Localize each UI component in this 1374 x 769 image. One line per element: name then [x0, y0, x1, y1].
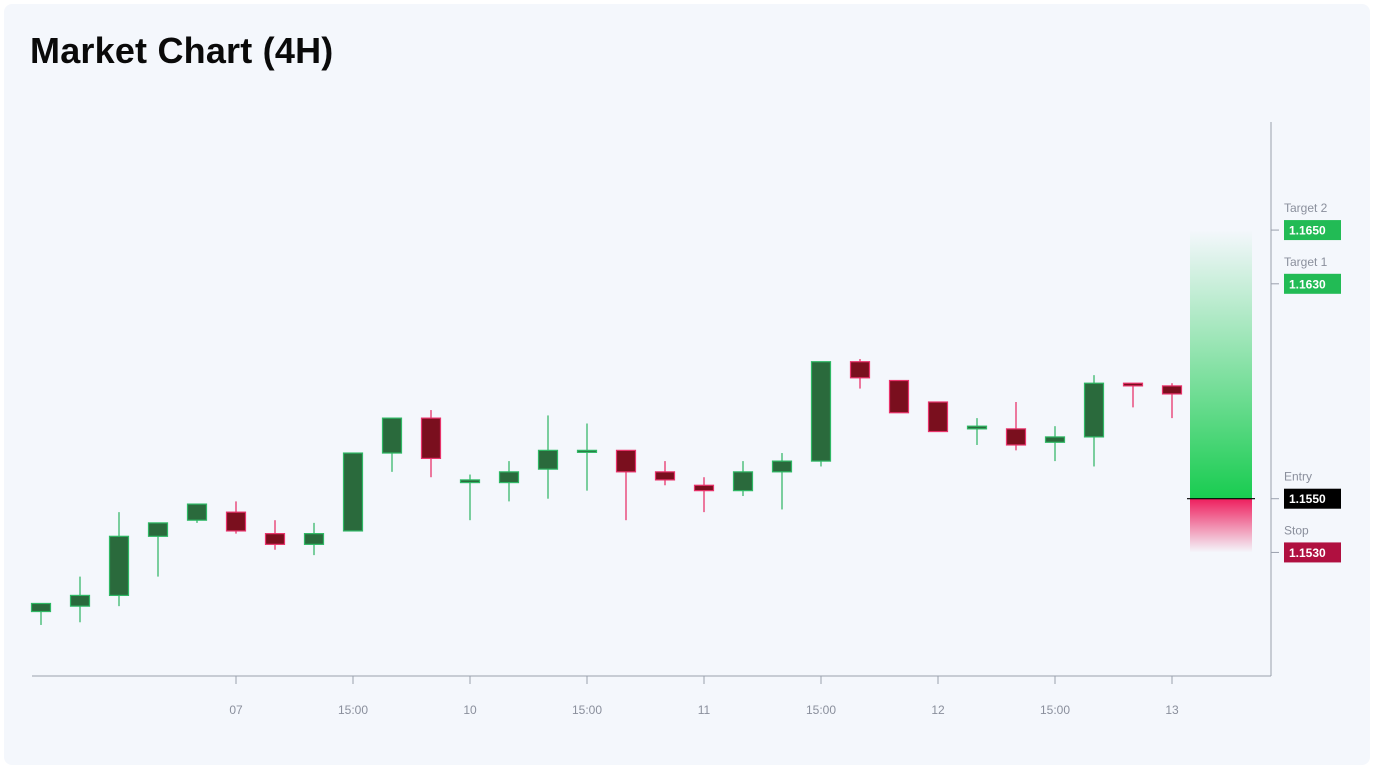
- level-value: 1.1630: [1289, 277, 1326, 291]
- candle: [1005, 402, 1027, 451]
- candle: [30, 602, 52, 625]
- candle-body: [186, 503, 208, 521]
- candle: [303, 522, 325, 556]
- candle: [888, 379, 910, 414]
- candle: [147, 522, 169, 577]
- candle: [342, 452, 364, 532]
- candle-body: [966, 425, 988, 430]
- x-tick-label: 11: [698, 703, 711, 717]
- level-entry: Entry 1.1550: [1271, 470, 1341, 509]
- candle: [186, 503, 208, 523]
- candle-body: [225, 511, 247, 532]
- level-value: 1.1530: [1289, 546, 1326, 560]
- level-target-1: Target 1 1.1630: [1271, 255, 1341, 294]
- candle: [849, 359, 871, 389]
- candle: [615, 449, 637, 521]
- level-name: Entry: [1284, 470, 1312, 484]
- level-badge: [1284, 273, 1341, 294]
- candle: [693, 477, 715, 513]
- candle: [1044, 426, 1066, 462]
- candle: [1122, 382, 1144, 408]
- candle-body: [693, 484, 715, 492]
- candle-body: [498, 471, 520, 484]
- candle-body: [1161, 385, 1183, 395]
- candle: [381, 417, 403, 472]
- candle-body: [771, 460, 793, 473]
- candle-body: [732, 471, 754, 492]
- candle-body: [576, 449, 598, 453]
- candle-body: [264, 533, 286, 545]
- x-tick-label: 15:00: [1040, 703, 1070, 717]
- candle: [264, 520, 286, 550]
- candle-body: [654, 471, 676, 481]
- candle: [420, 410, 442, 478]
- candle-body: [30, 602, 52, 613]
- candle: [498, 461, 520, 502]
- candle-body: [459, 479, 481, 484]
- candle: [966, 418, 988, 445]
- candle-body: [303, 533, 325, 545]
- candles: [30, 359, 1183, 625]
- level-target-2: Target 2 1.1650: [1271, 201, 1341, 241]
- candle-body: [888, 379, 910, 414]
- candle-body: [1083, 382, 1105, 438]
- level-name: Target 2: [1284, 201, 1328, 215]
- candle: [108, 512, 130, 607]
- candle-body: [1122, 382, 1144, 387]
- candle-body: [1044, 436, 1066, 443]
- candle: [576, 423, 598, 491]
- candle: [771, 453, 793, 510]
- candle-body: [381, 417, 403, 454]
- x-tick-label: 15:00: [338, 703, 368, 717]
- candle-body: [108, 535, 130, 597]
- x-tick-label: 13: [1165, 703, 1179, 717]
- candle: [654, 461, 676, 486]
- candle-body: [69, 594, 91, 607]
- candle: [459, 474, 481, 521]
- candle-body: [1005, 428, 1027, 446]
- level-stop: Stop 1.1530: [1271, 523, 1341, 563]
- candle-body: [420, 417, 442, 460]
- candle-body: [147, 522, 169, 537]
- candle: [225, 501, 247, 534]
- candle: [537, 415, 559, 499]
- page-title: Market Chart (4H): [30, 30, 334, 71]
- candle: [810, 361, 832, 467]
- candle: [1161, 383, 1183, 419]
- candle-body: [927, 401, 949, 433]
- candle: [927, 401, 949, 433]
- x-tick-label: 07: [229, 703, 243, 717]
- level-name: Stop: [1284, 523, 1309, 537]
- price-levels: Target 2 1.1650 Target 1 1.1630 Entry 1.1550 S…: [1271, 201, 1341, 563]
- target-zone: [1190, 230, 1252, 499]
- candle: [1083, 375, 1105, 467]
- candle: [69, 576, 91, 623]
- level-badge: [1284, 542, 1341, 563]
- level-value: 1.1550: [1289, 492, 1326, 506]
- candle-body: [342, 452, 364, 532]
- trade-zones: [1187, 230, 1255, 553]
- stop-zone: [1190, 498, 1252, 553]
- level-name: Target 1: [1284, 255, 1328, 269]
- x-tick-label: 10: [463, 703, 477, 717]
- candle-body: [849, 361, 871, 379]
- candle-body: [810, 361, 832, 462]
- level-badge: [1284, 488, 1341, 509]
- x-tick-label: 12: [931, 703, 945, 717]
- level-value: 1.1650: [1289, 224, 1326, 238]
- axes: 07 15:00 10 15:00 11 15:00 12 15:00 13: [32, 122, 1272, 717]
- x-tick-label: 15:00: [806, 703, 836, 717]
- x-tick-label: 15:00: [572, 703, 602, 717]
- candle: [732, 461, 754, 497]
- candle-body: [615, 449, 637, 473]
- level-badge: [1284, 220, 1341, 241]
- candle-body: [537, 449, 559, 470]
